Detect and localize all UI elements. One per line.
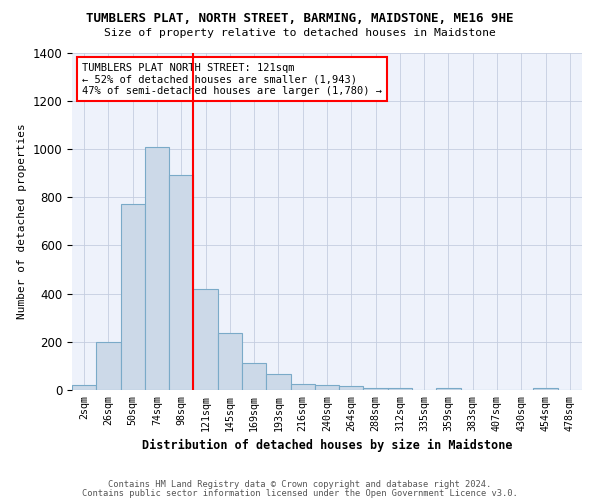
Text: TUMBLERS PLAT, NORTH STREET, BARMING, MAIDSTONE, ME16 9HE: TUMBLERS PLAT, NORTH STREET, BARMING, MA… (86, 12, 514, 26)
Text: TUMBLERS PLAT NORTH STREET: 121sqm
← 52% of detached houses are smaller (1,943)
: TUMBLERS PLAT NORTH STREET: 121sqm ← 52%… (82, 62, 382, 96)
Bar (121, 204, 145, 390)
Bar (436, 388, 461, 390)
Bar (169, 176, 193, 390)
Text: Size of property relative to detached houses in Maidstone: Size of property relative to detached ho… (104, 28, 496, 38)
X-axis label: Distribution of detached houses by size in Maidstone: Distribution of detached houses by size … (142, 439, 512, 452)
Bar (72, 385, 96, 390)
Bar (364, 388, 388, 390)
Bar (218, 334, 242, 390)
Bar (388, 388, 412, 390)
Text: Contains HM Land Registry data © Crown copyright and database right 2024.: Contains HM Land Registry data © Crown c… (109, 480, 491, 489)
Bar (315, 385, 339, 390)
Bar (145, 146, 169, 390)
Bar (96, 342, 121, 390)
Bar (242, 364, 266, 390)
Bar (533, 388, 558, 390)
Bar (339, 386, 364, 390)
Bar (266, 374, 290, 390)
Bar (193, 289, 218, 390)
Y-axis label: Number of detached properties: Number of detached properties (17, 124, 27, 319)
Bar (290, 384, 315, 390)
Text: Contains public sector information licensed under the Open Government Licence v3: Contains public sector information licen… (82, 490, 518, 498)
